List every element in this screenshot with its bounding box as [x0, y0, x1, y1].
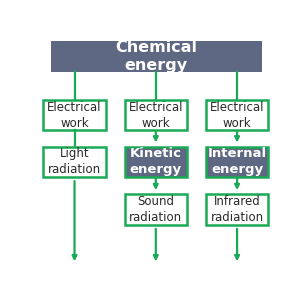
- FancyBboxPatch shape: [43, 100, 106, 130]
- Text: Electrical
work: Electrical work: [47, 101, 102, 130]
- FancyBboxPatch shape: [206, 147, 268, 177]
- Text: Internal
energy: Internal energy: [208, 147, 267, 176]
- FancyBboxPatch shape: [125, 147, 187, 177]
- FancyBboxPatch shape: [206, 100, 268, 130]
- Text: Electrical
work: Electrical work: [129, 101, 183, 130]
- FancyBboxPatch shape: [43, 147, 106, 177]
- FancyBboxPatch shape: [206, 194, 268, 225]
- Text: Light
radiation: Light radiation: [48, 147, 101, 176]
- FancyBboxPatch shape: [51, 41, 262, 72]
- FancyBboxPatch shape: [125, 194, 187, 225]
- Text: Sound
radiation: Sound radiation: [129, 195, 182, 224]
- Text: Chemical
energy: Chemical energy: [116, 40, 197, 73]
- FancyBboxPatch shape: [125, 100, 187, 130]
- Text: Infrared
radiation: Infrared radiation: [210, 195, 264, 224]
- Text: Electrical
work: Electrical work: [210, 101, 264, 130]
- Text: Kinetic
energy: Kinetic energy: [130, 147, 182, 176]
